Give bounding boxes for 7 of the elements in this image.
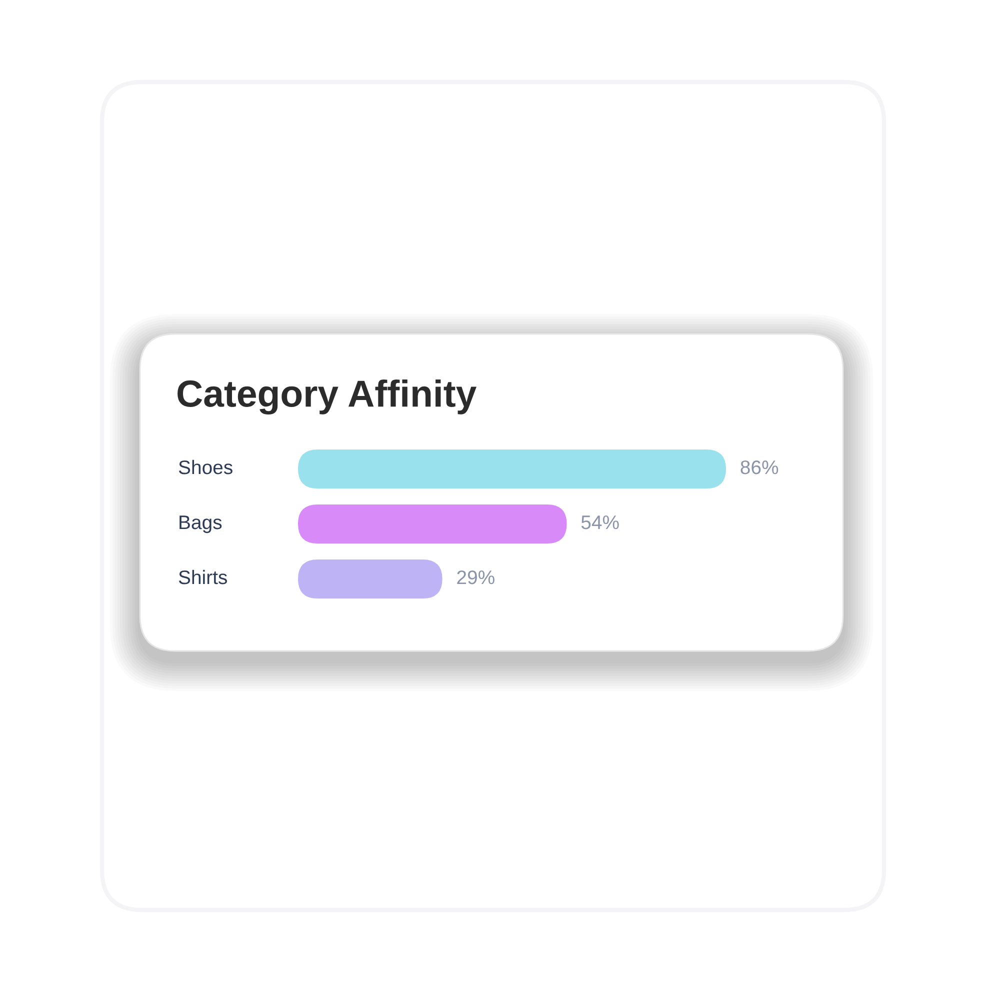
data-label: 86% [740, 460, 778, 474]
y-tick-label: Shirts [178, 570, 227, 584]
data-label: 54% [581, 516, 619, 530]
y-tick-label: Bags [180, 516, 222, 534]
chart-title: Category Affinity [178, 379, 476, 415]
y-tick-label: Shoes [178, 460, 232, 474]
data-label: 29% [457, 570, 494, 584]
